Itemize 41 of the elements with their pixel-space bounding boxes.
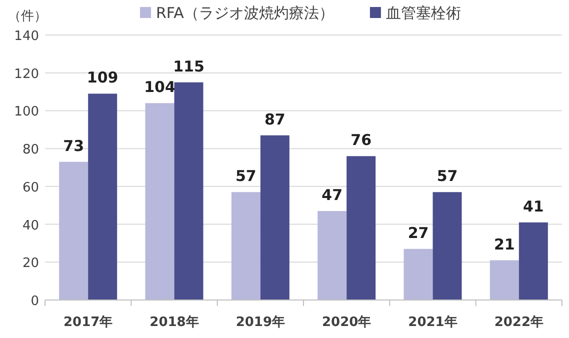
- data-label: 57: [235, 167, 256, 186]
- y-tick-label: 80: [22, 142, 39, 158]
- y-tick-label: 40: [22, 218, 39, 234]
- bar: [518, 222, 548, 300]
- y-tick-label: 120: [14, 66, 39, 82]
- y-tick-label: 100: [14, 104, 39, 120]
- legend-label: RFA（ラジオ波焼灼療法）: [156, 4, 334, 22]
- bar: [404, 248, 433, 300]
- data-label: 87: [264, 110, 286, 128]
- data-label: 109: [86, 68, 118, 87]
- data-label: 41: [522, 197, 544, 216]
- bar: [346, 156, 376, 300]
- y-axis-title: （件）: [8, 9, 47, 24]
- data-label: 73: [63, 136, 84, 155]
- bar: [318, 211, 347, 300]
- bar: [260, 135, 290, 300]
- bar: [231, 192, 260, 300]
- data-label: 21: [494, 235, 515, 254]
- x-tick-label: 2017年: [63, 315, 113, 330]
- data-label: 47: [322, 186, 343, 204]
- y-tick-label: 0: [30, 294, 39, 309]
- data-label: 57: [436, 167, 458, 186]
- bar: [432, 192, 462, 300]
- bar: [88, 94, 118, 300]
- legend-label: 血管塞栓術: [386, 4, 461, 22]
- y-tick-label: 140: [14, 29, 39, 44]
- data-label: 104: [144, 78, 176, 96]
- x-tick-label: 2021年: [408, 315, 458, 330]
- x-tick-label: 2018年: [150, 315, 199, 330]
- data-label: 76: [350, 131, 372, 150]
- x-tick-label: 2020年: [322, 315, 372, 330]
- bar: [145, 103, 174, 300]
- bar: [59, 162, 88, 300]
- data-label: 27: [408, 224, 429, 242]
- y-tick-label: 20: [22, 256, 39, 272]
- x-tick-label: 2022年: [494, 315, 544, 330]
- bar: [174, 82, 204, 300]
- y-tick-label: 60: [22, 180, 39, 196]
- data-label: 115: [173, 57, 204, 76]
- x-tick-label: 2019年: [236, 315, 286, 330]
- bar: [490, 260, 519, 300]
